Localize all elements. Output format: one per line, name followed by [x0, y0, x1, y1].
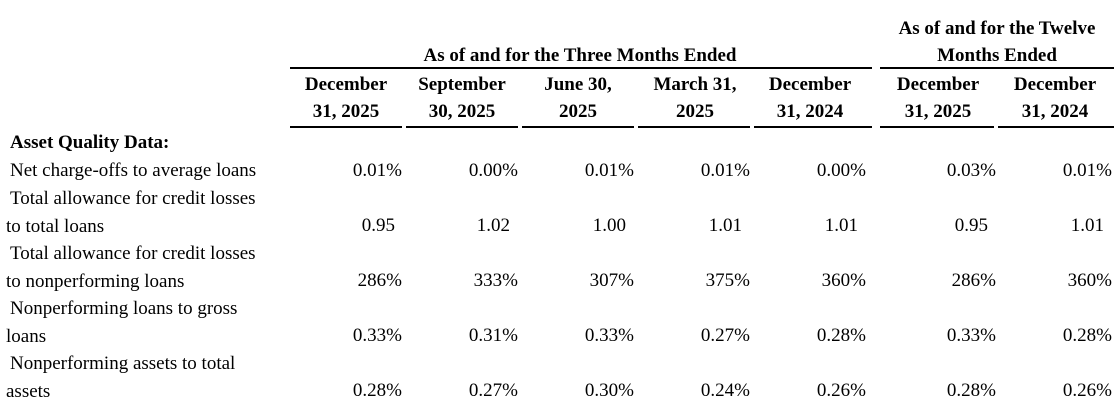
table-cell: 0.28%: [1062, 325, 1112, 346]
twelve-months-group-line1: As of and for the Twelve: [898, 18, 1096, 39]
table-cell: 1.00: [592, 215, 626, 236]
table-cell: 307%: [589, 270, 634, 291]
table-cell: 1.01: [1070, 215, 1104, 236]
column-header-rule-2: [406, 126, 518, 128]
table-cell: 0.00%: [468, 160, 518, 181]
row-label-net-charge-offs: Net charge-offs to average loans: [10, 160, 257, 181]
column-header-2: September 30, 2025: [418, 74, 506, 122]
twelve-months-group-rule: [880, 67, 1114, 69]
table-cell: 0.30%: [584, 380, 634, 401]
three-months-group-rule: [290, 67, 872, 69]
table-cell: 0.28%: [352, 380, 402, 401]
row-label-allowance-to-nonperforming-loans: Total allowance for credit losses to non…: [6, 243, 256, 292]
table-cell: 0.26%: [1062, 380, 1112, 401]
row-label-allowance-to-total-loans: Total allowance for credit losses to tot…: [6, 188, 256, 237]
column-header-rule-7: [998, 126, 1114, 128]
table-cell: 0.95: [954, 215, 988, 236]
table-cell: 0.01%: [584, 160, 634, 181]
twelve-months-group-line2: Months Ended: [937, 45, 1057, 66]
table-cell: 286%: [357, 270, 402, 291]
table-cell: 0.01%: [700, 160, 750, 181]
table-cell: 0.00%: [816, 160, 866, 181]
table-cell: 0.95: [361, 215, 395, 236]
column-header-4: March 31, 2025: [653, 74, 737, 122]
table-cell: 360%: [1067, 270, 1112, 291]
column-header-1: December 31, 2025: [304, 74, 388, 122]
table-cell: 0.26%: [816, 380, 866, 401]
column-header-rule-1: [290, 126, 402, 128]
column-header-6: December 31, 2025: [896, 74, 980, 122]
table-cell: 0.01%: [1062, 160, 1112, 181]
column-header-5: December 31, 2024: [768, 74, 852, 122]
table-cell: 333%: [473, 270, 518, 291]
table-cell: 1.01: [824, 215, 858, 236]
column-header-rule-5: [754, 126, 872, 128]
table-cell: 0.27%: [700, 325, 750, 346]
column-header-3: June 30, 2025: [544, 74, 612, 122]
table-cell: 1.01: [708, 215, 742, 236]
table-cell: 286%: [951, 270, 996, 291]
table-cell: 0.28%: [816, 325, 866, 346]
table-cell: 0.03%: [946, 160, 996, 181]
column-header-rule-3: [522, 126, 634, 128]
row-label-nonperforming-assets-to-total-assets: Nonperforming assets to total assets: [6, 353, 236, 402]
table-cell: 0.33%: [584, 325, 634, 346]
table-cell: 1.02: [476, 215, 510, 236]
column-header-7: December 31, 2024: [1013, 74, 1097, 122]
row-label-nonperforming-loans-to-gross-loans: Nonperforming loans to gross loans: [6, 298, 238, 347]
table-cell: 0.27%: [468, 380, 518, 401]
table-cell: 0.24%: [700, 380, 750, 401]
section-title: Asset Quality Data:: [10, 132, 170, 153]
three-months-group-header: As of and for the Three Months Ended: [423, 45, 737, 66]
table-cell: 0.28%: [946, 380, 996, 401]
table-cell: 0.31%: [468, 325, 518, 346]
column-header-rule-4: [638, 126, 750, 128]
twelve-months-group-header: As of and for the Twelve Months Ended: [880, 15, 1114, 69]
table-cell: 0.01%: [352, 160, 402, 181]
table-cell: 0.33%: [352, 325, 402, 346]
column-header-rule-6: [880, 126, 994, 128]
table-cell: 360%: [821, 270, 866, 291]
table-cell: 375%: [705, 270, 750, 291]
table-cell: 0.33%: [946, 325, 996, 346]
